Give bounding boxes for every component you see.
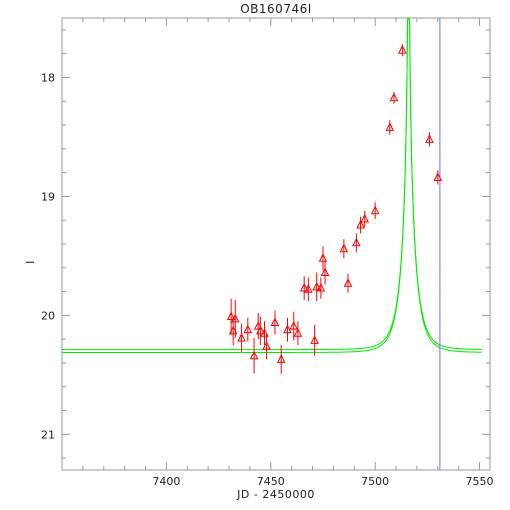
data-point-triangle (370, 205, 380, 215)
data-point-triangle (262, 341, 271, 350)
data-point-triangle (360, 213, 370, 223)
data-point-triangle (304, 284, 313, 293)
data-point-triangle (316, 282, 326, 292)
data-point-triangle (433, 172, 443, 181)
data-point-triangle (339, 243, 349, 253)
data-point-triangle (310, 335, 319, 344)
data-point-triangle (312, 281, 322, 291)
x-tick-label: 7500 (361, 475, 389, 488)
y-axis-title: I (24, 260, 37, 264)
data-point-triangle (256, 325, 265, 335)
axis-ticks: 7400 7450 7500 7550 18 19 20 21 (41, 18, 494, 488)
data-point-triangle (398, 44, 407, 54)
x-tick-label: 7400 (152, 475, 180, 488)
model-curve-upper (62, 17, 482, 351)
data-point-triangle (226, 311, 236, 321)
y-tick-label: 20 (41, 309, 55, 322)
data-point-triangle (320, 267, 330, 277)
y-tick-label: 21 (41, 428, 55, 441)
data-point-triangle (385, 122, 395, 131)
x-tick-label: 7450 (257, 475, 285, 488)
data-point-triangle (243, 324, 253, 334)
y-tick-label: 18 (41, 71, 55, 84)
data-point-triangle (237, 332, 246, 342)
data-point-triangle (276, 354, 286, 363)
plot-frame (61, 17, 491, 471)
chart-title: OB160746I (240, 2, 312, 16)
data-point-triangle (352, 237, 361, 247)
model-curve (62, 17, 482, 353)
data-points (226, 44, 443, 374)
data-point-triangle (318, 253, 328, 262)
data-point-triangle (230, 313, 240, 323)
x-axis-title: JD - 2450000 (236, 488, 315, 501)
data-point-triangle (389, 92, 399, 102)
data-point-triangle (289, 320, 299, 330)
data-point-triangle (343, 278, 353, 287)
data-point-triangle (293, 328, 303, 337)
data-point-triangle (425, 134, 434, 143)
data-point-triangle (299, 282, 309, 292)
x-tick-label: 7550 (466, 475, 494, 488)
data-point-triangle (260, 328, 269, 337)
y-tick-label: 19 (41, 190, 55, 203)
data-point-triangle (249, 350, 259, 360)
data-point-triangle (270, 317, 280, 327)
model-curve-lower (62, 17, 482, 353)
data-point-triangle (356, 219, 365, 229)
data-point-triangle (283, 324, 292, 334)
